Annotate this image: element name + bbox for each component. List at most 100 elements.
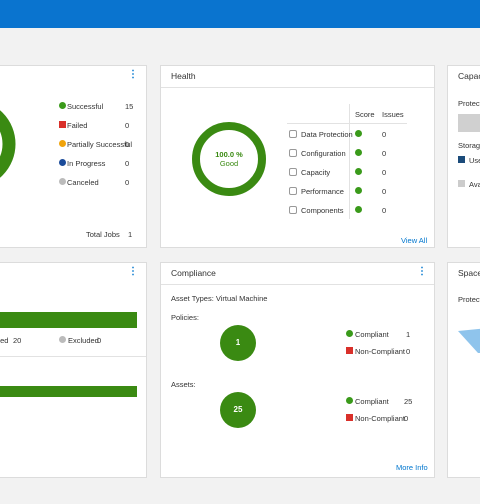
divider	[161, 284, 434, 285]
row-issues: 0	[382, 168, 387, 177]
view-all-link[interactable]: View All	[401, 236, 428, 245]
legend-value: 0	[125, 140, 130, 149]
group-total: 25	[220, 392, 256, 428]
space-chart	[458, 328, 480, 353]
status-icon	[355, 206, 362, 213]
row-label: Compliant	[355, 330, 389, 339]
divider	[0, 356, 146, 357]
group-total: 1	[220, 325, 256, 361]
status-icon	[346, 397, 353, 404]
header-divider	[287, 123, 407, 124]
item-value: 0	[97, 336, 102, 345]
row-icon	[289, 168, 297, 176]
legend-value: 0	[125, 178, 130, 187]
row-label: Performance	[301, 187, 344, 196]
space-shape	[458, 328, 480, 353]
group-label: Assets:	[171, 380, 196, 389]
kebab-menu[interactable]: ⋮	[128, 266, 138, 277]
legend-swatch	[458, 180, 465, 187]
row-value: 0	[406, 347, 411, 356]
total-label: Total Jobs	[86, 230, 120, 239]
column-header: Score	[355, 110, 375, 119]
capacity-bar	[458, 114, 480, 132]
status-icon	[346, 414, 353, 421]
card-title: Compliance	[171, 268, 216, 278]
row-value: 25	[404, 397, 413, 406]
row-label: Non-Compliant	[355, 414, 406, 423]
legend-value: 0	[125, 121, 130, 130]
status-icon	[59, 121, 66, 128]
row-icon	[289, 206, 297, 214]
status-icon	[346, 347, 353, 354]
row-issues: 0	[382, 187, 387, 196]
row-issues: 0	[382, 206, 387, 215]
space-card: Space Protect	[447, 262, 480, 478]
status-icon	[59, 102, 66, 109]
jobs-card: ⋮ Successful 15 Failed 0 Partially Successfu…	[0, 65, 147, 248]
section-label: Protect	[458, 295, 480, 304]
status-icon	[59, 159, 66, 166]
card-title: Capac	[458, 71, 480, 81]
row-issues: 0	[382, 149, 387, 158]
legend-label: Failed	[67, 121, 88, 130]
donut-ring	[192, 122, 266, 196]
legend-swatch	[458, 156, 465, 163]
row-issues: 0	[382, 130, 387, 139]
legend-value: 0	[125, 159, 130, 168]
section-label: Storage	[458, 141, 480, 150]
row-icon	[289, 130, 297, 138]
more-info-link[interactable]: More Info	[396, 463, 428, 472]
status-icon	[59, 336, 66, 343]
row-label: Capacity	[301, 168, 331, 177]
asset-types: Asset Types: Virtual Machine	[171, 294, 268, 303]
item-label: Excluded	[68, 336, 99, 345]
group-label: Policies:	[171, 313, 199, 322]
row-label: Non-Compliant	[355, 347, 406, 356]
item-value: 20	[13, 336, 22, 345]
total-value: 1	[128, 230, 133, 239]
row-label: Components	[301, 206, 344, 215]
divider	[161, 87, 434, 88]
health-donut	[192, 122, 266, 196]
row-icon	[289, 149, 297, 157]
status-icon	[346, 330, 353, 337]
legend-label: Successful	[67, 102, 104, 111]
status-icon	[355, 149, 362, 156]
compliance-card: Compliance ⋮ Asset Types: Virtual Machin…	[160, 262, 435, 478]
capacity-card: Capac Protect Storage Use Ava	[447, 65, 480, 248]
legend-label: Partially Successful	[67, 140, 133, 149]
kebab-menu[interactable]: ⋮	[128, 69, 138, 80]
column-header: Issues	[382, 110, 404, 119]
top-bar	[0, 0, 480, 28]
legend-label: In Progress	[67, 159, 106, 168]
jobs-donut	[0, 110, 16, 178]
status-icon	[355, 130, 362, 137]
row-value: 0	[404, 414, 409, 423]
card-title: Space	[458, 268, 480, 278]
legend-value: 15	[125, 102, 134, 111]
status-bar	[0, 312, 137, 328]
status-bar	[0, 386, 137, 397]
row-value: 1	[406, 330, 411, 339]
column-divider	[349, 104, 350, 219]
legend-label: Ava	[469, 180, 480, 189]
row-icon	[289, 187, 297, 195]
status-icon	[59, 140, 66, 147]
row-label: Data Protection	[301, 130, 353, 139]
legend-label: Use	[469, 156, 480, 165]
status-text: Good	[219, 159, 239, 168]
section-label: Protect	[458, 99, 480, 108]
donut-ring	[0, 110, 16, 178]
status-icon	[59, 178, 66, 185]
status-icon	[355, 187, 362, 194]
row-label: Compliant	[355, 397, 389, 406]
score-text: 100.0 %	[215, 150, 243, 159]
status-icon	[355, 168, 362, 175]
card-title: Health	[171, 71, 196, 81]
kebab-menu[interactable]: ⋮	[417, 266, 427, 277]
item-label: ted	[0, 336, 9, 345]
row-label: Configuration	[301, 149, 346, 158]
health-card: Health 100.0 % Good View All Score Issues…	[160, 65, 435, 248]
